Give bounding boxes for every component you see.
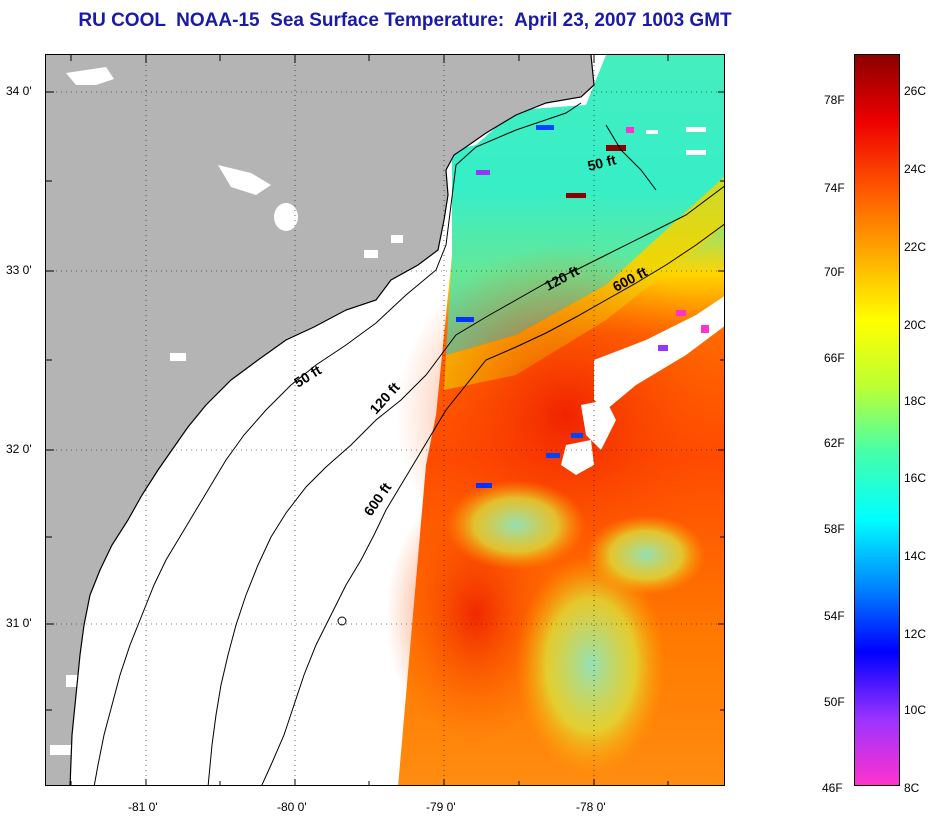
colorbar-label-18c: 18C	[904, 394, 927, 408]
colorbar-label-10c: 10C	[904, 703, 927, 717]
lon-label-79: -79 0'	[426, 800, 456, 814]
colorbar-label-20c: 20C	[904, 318, 927, 332]
land-mass	[46, 55, 594, 785]
contour-label-50ft-north: 50 ft	[586, 151, 618, 174]
lat-label-32: 32 0'	[6, 442, 32, 456]
colorbar-label-50f: 50F	[824, 695, 845, 709]
colorbar-label-22c: 22C	[904, 240, 927, 254]
cloud-mask	[126, 73, 724, 475]
lon-label-78: -78 0'	[576, 800, 606, 814]
colorbar-label-70f: 70F	[824, 265, 845, 279]
120-ft-isobath	[207, 185, 724, 785]
lat-label-31: 31 0'	[6, 616, 32, 630]
colorbar-label-58f: 58F	[824, 522, 845, 536]
map-title: RU COOL NOAA-15 Sea Surface Temperature:…	[78, 10, 732, 31]
colorbar-label-54f: 54F	[824, 609, 845, 623]
cool-eddy	[446, 480, 586, 570]
50-ft-isobath	[93, 102, 657, 785]
colorbar-label-74f: 74F	[824, 181, 845, 195]
colorbar-label-46f: 46F	[822, 781, 843, 795]
graticule	[46, 55, 724, 785]
lat-label-33: 33 0'	[6, 263, 32, 277]
colorbar-label-78f: 78F	[824, 93, 845, 107]
coastline	[69, 55, 595, 785]
sst-map: 50 ft 120 ft 600 ft 50 ft 120 ft 600 ft	[45, 54, 725, 786]
contour-label-600ft-south: 600 ft	[360, 479, 394, 518]
colorbar-label-62f: 62F	[824, 436, 845, 450]
lon-label-81: -81 0'	[128, 800, 158, 814]
colorbar-label-24c: 24C	[904, 162, 927, 176]
colorbar-label-12c: 12C	[904, 627, 927, 641]
temperature-colorbar	[854, 54, 900, 786]
sst-map-canvas: 50 ft 120 ft 600 ft 50 ft 120 ft 600 ft	[46, 55, 724, 785]
cool-eddy	[586, 515, 706, 595]
contour-label-50ft-south: 50 ft	[291, 362, 324, 391]
600-ft-isobath	[261, 223, 724, 785]
colorbar-label-66f: 66F	[824, 351, 845, 365]
cool-eddy	[516, 555, 666, 775]
colorbar-label-26c: 26C	[904, 84, 927, 98]
colorbar-label-8c: 8C	[904, 781, 920, 795]
lat-label-34: 34 0'	[6, 84, 32, 98]
land-cloud-patches	[50, 67, 403, 755]
tick-marks	[46, 55, 724, 785]
colorbar-label-16c: 16C	[904, 471, 927, 485]
colorbar-label-14c: 14C	[904, 549, 927, 563]
lon-label-80: -80 0'	[277, 800, 307, 814]
seamount-contour	[337, 616, 347, 626]
cloud-edge-pixels	[456, 125, 709, 488]
